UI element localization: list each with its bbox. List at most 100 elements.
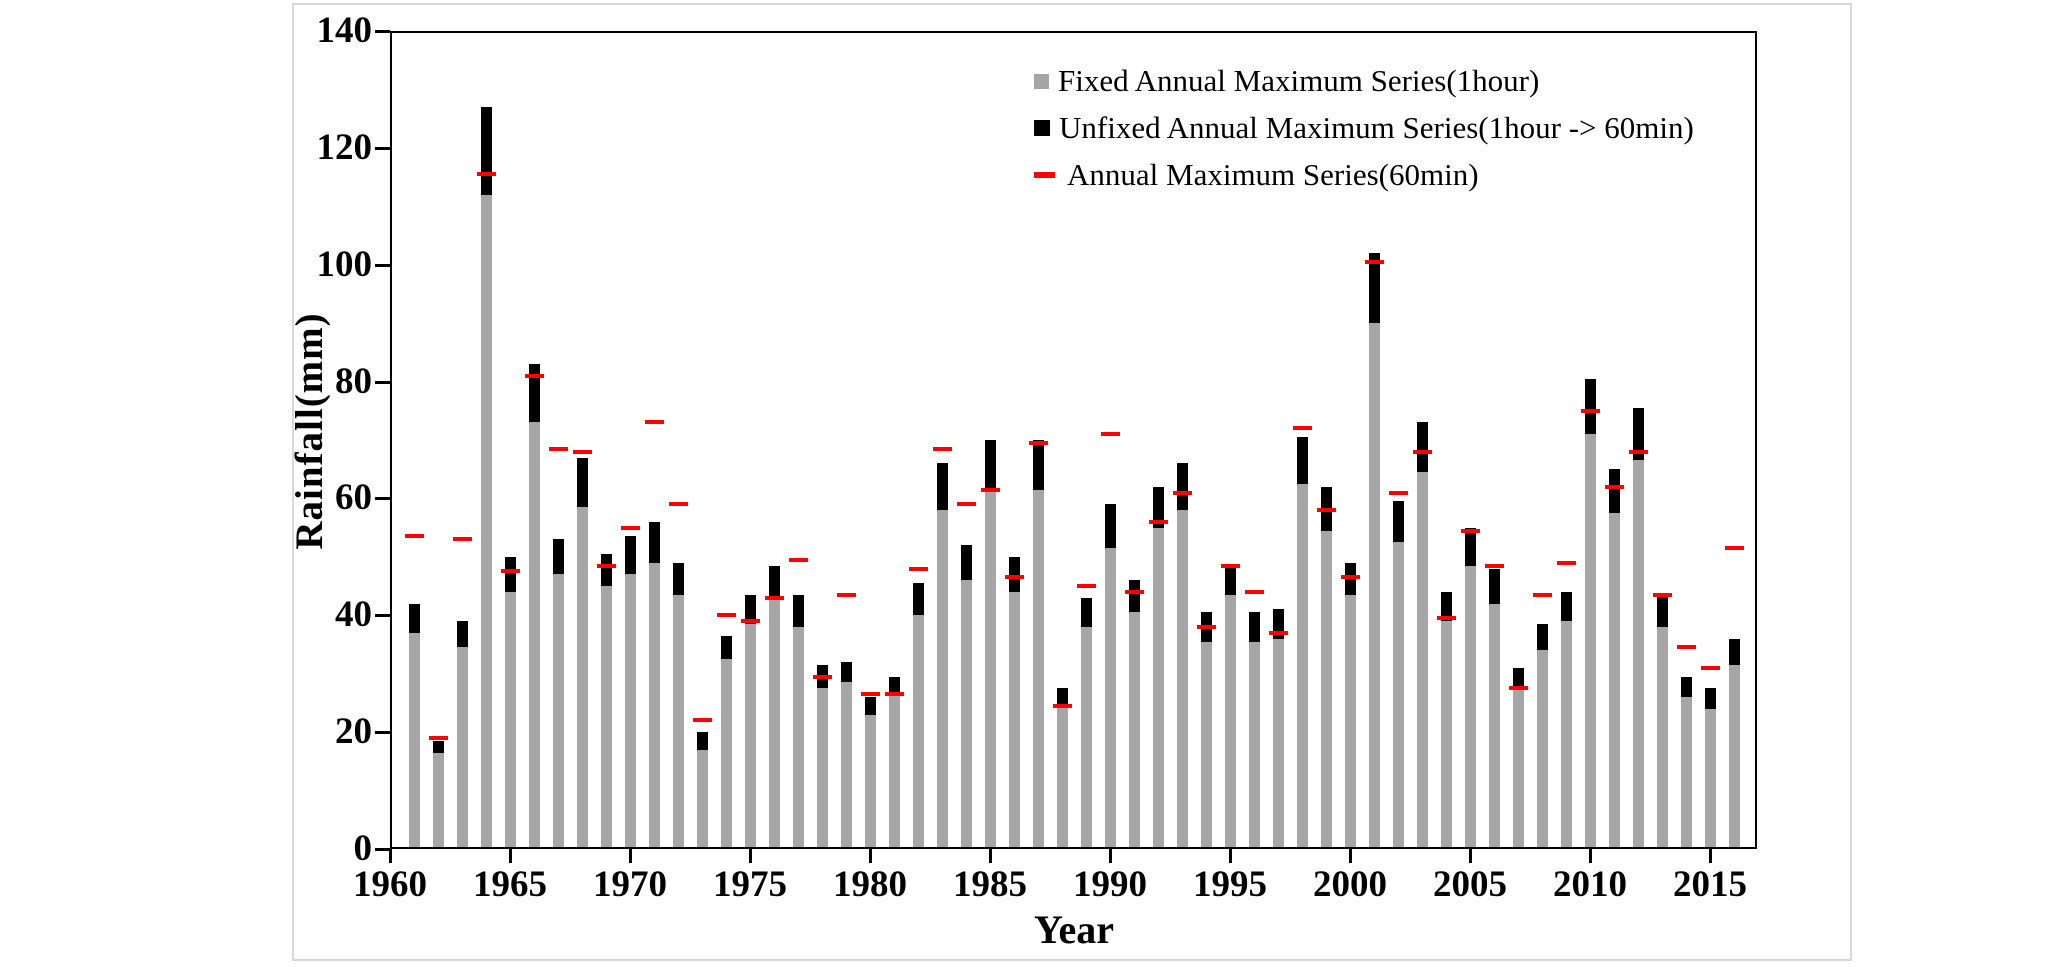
dash-60min-1972 — [668, 502, 688, 507]
bar-fixed-1969 — [600, 586, 612, 847]
bar-fixed-1963 — [456, 647, 468, 847]
bar-fixed-1994 — [1200, 641, 1212, 847]
bar-unfixed-1975 — [744, 594, 756, 625]
x-tick-label: 1975 — [713, 864, 787, 905]
bar-unfixed-2001 — [1368, 253, 1380, 324]
y-tick-label: 0 — [353, 828, 373, 869]
x-tick — [1709, 849, 1712, 863]
bar-unfixed-1970 — [624, 536, 636, 575]
bar-unfixed-1988 — [1056, 688, 1068, 706]
bar-unfixed-1967 — [552, 539, 564, 575]
x-tick — [869, 849, 872, 863]
x-tick-label: 2015 — [1673, 864, 1747, 905]
x-tick-label: 1970 — [593, 864, 667, 905]
dash-60min-1988 — [1052, 703, 1072, 708]
y-tick-label: 120 — [316, 126, 373, 168]
figure-border — [292, 3, 1852, 961]
dash-60min-1978 — [812, 674, 832, 679]
x-tick-label: 1960 — [353, 864, 427, 905]
dash-60min-1976 — [764, 595, 784, 600]
plot-area — [390, 31, 1757, 849]
legend-label: Fixed Annual Maximum Series(1hour) — [1058, 63, 1540, 98]
bar-fixed-1965 — [504, 591, 516, 847]
bar-fixed-2007 — [1512, 688, 1524, 847]
bar-unfixed-1977 — [792, 594, 804, 627]
bar-fixed-1970 — [624, 574, 636, 847]
dash-60min-2004 — [1436, 616, 1456, 621]
bar-fixed-2013 — [1656, 626, 1668, 847]
dash-60min-2009 — [1556, 560, 1576, 565]
bar-fixed-1986 — [1008, 591, 1020, 847]
bar-fixed-1987 — [1032, 489, 1044, 847]
x-tick — [509, 849, 512, 863]
bar-fixed-1976 — [768, 597, 780, 847]
dash-60min-2010 — [1580, 408, 1600, 413]
dash-60min-1981 — [884, 692, 904, 697]
bar-fixed-1989 — [1080, 626, 1092, 847]
dash-60min-1990 — [1100, 432, 1120, 437]
dash-60min-1973 — [692, 718, 712, 723]
y-tick — [375, 380, 390, 384]
bar-unfixed-1972 — [672, 562, 684, 595]
x-tick — [1229, 849, 1232, 863]
bar-fixed-2004 — [1440, 621, 1452, 847]
dash-60min-2015 — [1700, 665, 1720, 670]
bar-unfixed-1989 — [1080, 597, 1092, 627]
bar-fixed-1991 — [1128, 612, 1140, 847]
gray-square-icon — [1034, 73, 1049, 89]
bar-unfixed-1961 — [408, 603, 420, 633]
bar-fixed-1984 — [960, 580, 972, 847]
bar-fixed-1993 — [1176, 510, 1188, 847]
y-tick — [375, 731, 390, 735]
bar-fixed-1975 — [744, 624, 756, 847]
bar-unfixed-1987 — [1032, 440, 1044, 490]
bar-fixed-2008 — [1536, 650, 1548, 847]
legend-label: Unfixed Annual Maximum Series(1hour -> 6… — [1059, 110, 1694, 145]
x-tick — [1469, 849, 1472, 863]
x-tick — [1349, 849, 1352, 863]
bar-fixed-1967 — [552, 574, 564, 847]
bar-unfixed-1985 — [984, 440, 996, 490]
bar-unfixed-1992 — [1152, 486, 1164, 528]
bar-fixed-1992 — [1152, 527, 1164, 847]
bar-unfixed-1979 — [840, 662, 852, 683]
bar-unfixed-1995 — [1224, 565, 1236, 595]
x-tick-label: 1995 — [1193, 864, 1267, 905]
dash-60min-2001 — [1364, 259, 1384, 264]
dash-60min-1969 — [596, 563, 616, 568]
dash-60min-2000 — [1340, 575, 1360, 580]
bar-fixed-1985 — [984, 489, 996, 847]
bar-unfixed-2007 — [1512, 667, 1524, 689]
dash-60min-2016 — [1724, 546, 1744, 551]
x-tick-label: 1965 — [473, 864, 547, 905]
bar-unfixed-2012 — [1632, 407, 1644, 461]
bar-fixed-1979 — [840, 682, 852, 847]
bar-fixed-1999 — [1320, 530, 1332, 847]
bar-fixed-1972 — [672, 594, 684, 847]
x-tick-label: 1990 — [1073, 864, 1147, 905]
dash-60min-1995 — [1220, 563, 1240, 568]
bar-unfixed-1976 — [768, 565, 780, 598]
bar-unfixed-2009 — [1560, 591, 1572, 622]
bar-fixed-2014 — [1680, 697, 1692, 847]
dash-60min-2006 — [1484, 563, 1504, 568]
dash-60min-1980 — [860, 692, 880, 697]
legend-item-fixed: Fixed Annual Maximum Series(1hour) — [1034, 62, 1539, 100]
bar-fixed-2005 — [1464, 565, 1476, 847]
dash-60min-1993 — [1172, 490, 1192, 495]
x-tick — [629, 849, 632, 863]
bar-fixed-1974 — [720, 659, 732, 847]
bar-fixed-1966 — [528, 422, 540, 847]
legend-label: Annual Maximum Series(60min) — [1067, 157, 1479, 192]
bar-fixed-1973 — [696, 749, 708, 847]
dash-60min-1997 — [1268, 630, 1288, 635]
x-tick-label: 1980 — [833, 864, 907, 905]
bar-unfixed-1968 — [576, 457, 588, 508]
bar-fixed-1977 — [792, 626, 804, 847]
bar-fixed-1968 — [576, 507, 588, 847]
bar-fixed-2003 — [1416, 472, 1428, 847]
x-tick — [989, 849, 992, 863]
dash-60min-2013 — [1652, 592, 1672, 597]
dash-60min-2002 — [1388, 490, 1408, 495]
bar-fixed-2001 — [1368, 323, 1380, 847]
